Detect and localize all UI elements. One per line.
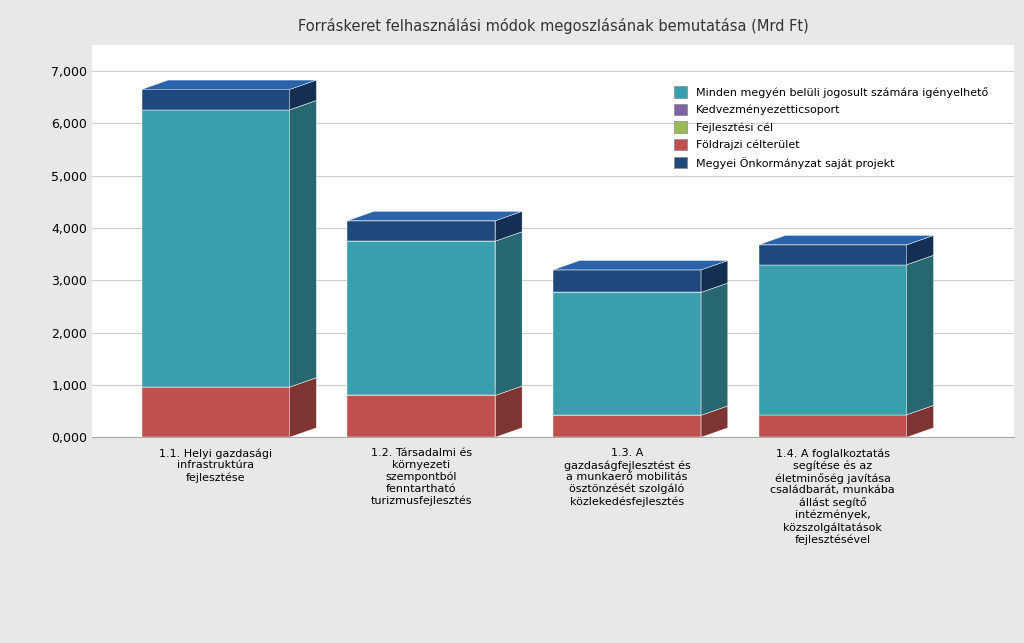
Polygon shape: [553, 260, 728, 270]
Polygon shape: [496, 386, 522, 437]
Bar: [553, 270, 701, 293]
Polygon shape: [141, 377, 316, 387]
Polygon shape: [701, 283, 728, 415]
Polygon shape: [759, 255, 934, 265]
Bar: [759, 245, 907, 265]
Polygon shape: [347, 386, 522, 395]
Polygon shape: [907, 405, 934, 437]
Polygon shape: [553, 283, 728, 293]
Polygon shape: [290, 80, 316, 110]
Bar: [141, 387, 290, 437]
Polygon shape: [496, 212, 522, 241]
Bar: [347, 395, 496, 437]
Bar: [553, 293, 701, 415]
Bar: [141, 110, 290, 387]
Polygon shape: [496, 231, 522, 395]
Bar: [141, 89, 290, 110]
Bar: [553, 415, 701, 437]
Bar: [347, 241, 496, 395]
Bar: [759, 265, 907, 415]
Polygon shape: [907, 255, 934, 415]
Polygon shape: [141, 80, 316, 89]
Bar: [347, 221, 496, 241]
Polygon shape: [759, 405, 934, 415]
Bar: [759, 415, 907, 437]
Title: Forráskeret felhasználási módok megoszlásának bemutatása (Mrd Ft): Forráskeret felhasználási módok megoszlá…: [298, 18, 808, 34]
Polygon shape: [290, 100, 316, 387]
Polygon shape: [759, 235, 934, 245]
Polygon shape: [347, 212, 522, 221]
Polygon shape: [907, 235, 934, 265]
Polygon shape: [347, 231, 522, 241]
Polygon shape: [701, 406, 728, 437]
Polygon shape: [290, 377, 316, 437]
Polygon shape: [141, 100, 316, 110]
Legend: Minden megyén belüli jogosult számára igényelhető, Kedvezményezetticsoport, Fejl: Minden megyén belüli jogosult számára ig…: [669, 82, 992, 173]
Polygon shape: [553, 406, 728, 415]
Polygon shape: [701, 260, 728, 293]
